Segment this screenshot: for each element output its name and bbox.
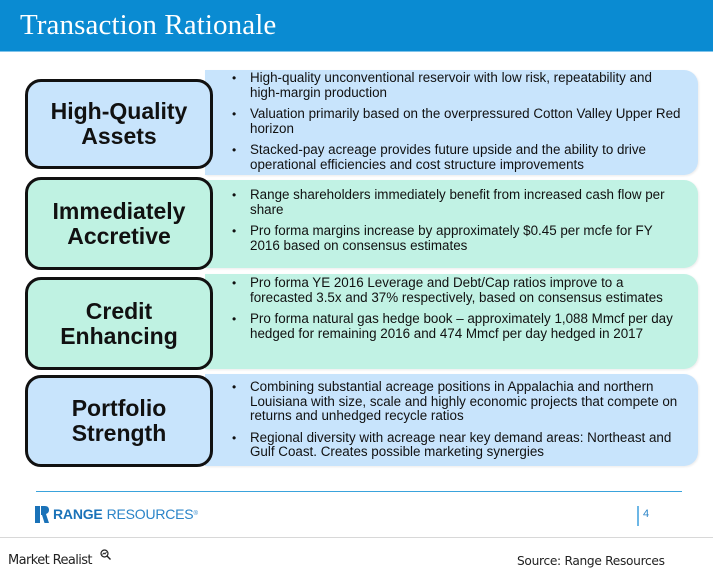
- rationale-label-box: Portfolio Strength: [25, 375, 213, 467]
- bullet-list: Combining substantial acreage positions …: [232, 379, 685, 467]
- bullet-list: Pro forma YE 2016 Leverage and Debt/Cap …: [232, 275, 685, 348]
- market-realist-brand: Market Realist: [8, 553, 93, 568]
- rationale-label-box: High-Quality Assets: [25, 79, 213, 169]
- bullet-item: Regional diversity with acreage near key…: [232, 430, 685, 460]
- source-credit: Source: Range Resources: [517, 554, 665, 568]
- bullet-item: Pro forma natural gas hedge book – appro…: [232, 311, 685, 341]
- rationale-label: High-Quality Assets: [50, 98, 188, 149]
- rationale-row-portfolio-strength: Portfolio Strength Combining substantial…: [0, 374, 713, 467]
- rationale-row-credit-enhancing: Credit Enhancing Pro forma YE 2016 Lever…: [0, 274, 713, 370]
- rationale-label: Credit Enhancing: [60, 297, 178, 349]
- attribution-divider: [0, 537, 713, 538]
- bullet-list: High-quality unconventional reservoir wi…: [232, 70, 685, 180]
- range-logo-mark-icon: [35, 505, 49, 523]
- magnifier-chart-icon: [100, 549, 111, 560]
- rationale-row-high-quality-assets: High-Quality Assets High-quality unconve…: [0, 70, 713, 175]
- range-resources-logo: RANGE RESOURCES ®: [35, 505, 198, 523]
- bullet-item: Valuation primarily based on the overpre…: [232, 106, 685, 136]
- bullet-item: Combining substantial acreage positions …: [232, 379, 685, 424]
- rationale-label: Portfolio Strength: [71, 395, 167, 446]
- slide-header: Transaction Rationale: [0, 0, 713, 52]
- logo-registered-mark: ®: [193, 511, 198, 517]
- bullet-item: Pro forma margins increase by approximat…: [232, 223, 685, 253]
- rationale-label: Immediately Accretive: [52, 197, 186, 249]
- logo-text-bold: RANGE: [53, 506, 103, 522]
- page-number-divider: [637, 506, 639, 526]
- rationale-label-box: Immediately Accretive: [25, 177, 213, 270]
- page-number: 4: [643, 508, 650, 520]
- rationale-row-immediately-accretive: Immediately Accretive Range shareholders…: [0, 177, 713, 270]
- logo-text-light: RESOURCES: [106, 506, 194, 522]
- slide-title: Transaction Rationale: [20, 9, 277, 41]
- bullet-list: Range shareholders immediately benefit f…: [232, 187, 685, 260]
- rationale-label-box: Credit Enhancing: [25, 277, 213, 370]
- bullet-item: High-quality unconventional reservoir wi…: [232, 70, 685, 100]
- bullet-item: Stacked-pay acreage provides future upsi…: [232, 143, 685, 172]
- bullet-item: Range shareholders immediately benefit f…: [232, 187, 685, 217]
- bullet-item: Pro forma YE 2016 Leverage and Debt/Cap …: [232, 275, 685, 305]
- footer-divider: [36, 491, 682, 492]
